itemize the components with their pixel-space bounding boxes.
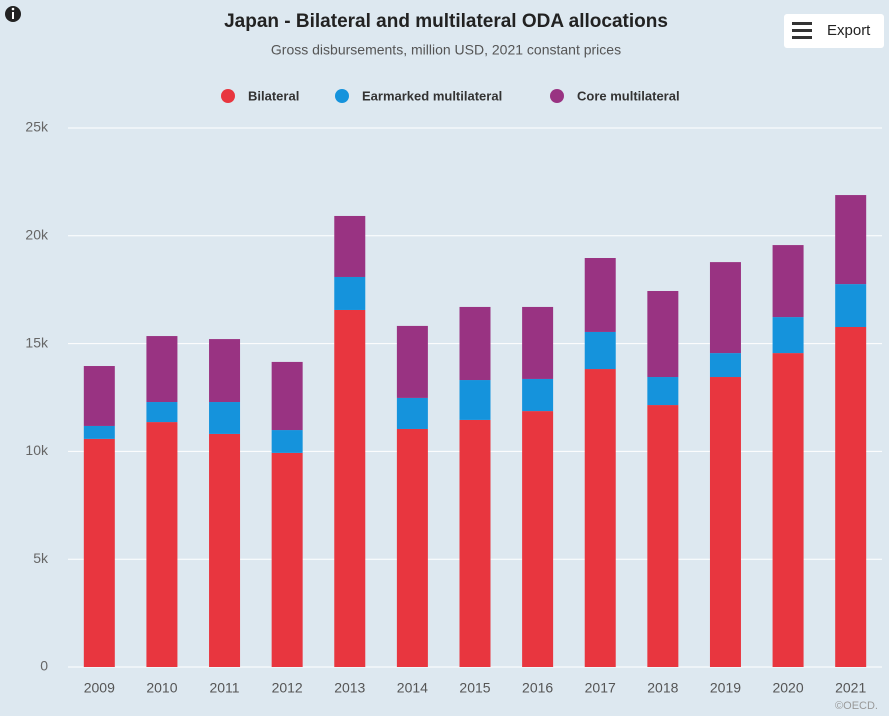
bar-segment	[584, 258, 616, 332]
x-tick-label: 2020	[772, 680, 803, 696]
bar-segment	[709, 262, 741, 354]
y-tick-label: 20k	[25, 227, 49, 243]
legend-swatch	[221, 89, 235, 103]
bar-segment	[271, 430, 303, 453]
bar-segment	[772, 353, 804, 667]
credits: ©OECD.	[835, 700, 878, 712]
bar-segment	[522, 378, 554, 412]
bar-segment	[396, 325, 428, 398]
legend-label: Core multilateral	[577, 88, 680, 103]
bar-segment	[146, 336, 178, 403]
export-label[interactable]: Export	[827, 22, 871, 39]
menu-icon	[792, 29, 812, 32]
bar-segment	[209, 402, 241, 434]
bar-segment	[396, 428, 428, 667]
bar-segment	[396, 397, 428, 429]
legend-swatch	[335, 89, 349, 103]
x-tick-label: 2014	[397, 680, 428, 696]
bar-segment	[709, 377, 741, 667]
bar-segment	[835, 284, 867, 327]
x-tick-label: 2021	[835, 680, 866, 696]
bar-segment	[584, 369, 616, 667]
bar-segment	[522, 306, 554, 379]
bar-segment	[647, 377, 679, 406]
x-tick-label: 2016	[522, 680, 553, 696]
info-icon-bar	[12, 12, 14, 19]
bar-segment	[835, 195, 867, 285]
legend-label: Bilateral	[248, 88, 299, 103]
y-tick-label: 15k	[25, 334, 49, 350]
legend-swatch	[550, 89, 564, 103]
y-tick-label: 10k	[25, 442, 49, 458]
y-tick-label: 25k	[25, 119, 49, 135]
bar-segment	[709, 353, 741, 378]
bar-segment	[459, 419, 491, 667]
bar-segment	[334, 309, 366, 667]
bar-segment	[334, 276, 366, 310]
x-tick-label: 2015	[459, 680, 490, 696]
bar-segment	[209, 339, 241, 403]
export-button[interactable]: Export	[784, 14, 884, 48]
menu-icon	[792, 22, 812, 25]
bar-segment	[772, 245, 804, 318]
bar-segment	[459, 306, 491, 381]
bar-segment	[83, 366, 115, 426]
bar-segment	[772, 317, 804, 354]
chart-subtitle: Gross disbursements, million USD, 2021 c…	[271, 42, 621, 58]
x-tick-label: 2013	[334, 680, 365, 696]
x-tick-label: 2012	[272, 680, 303, 696]
bar-segment	[835, 326, 867, 667]
menu-icon	[792, 36, 812, 39]
chart-title: Japan - Bilateral and multilateral ODA a…	[224, 11, 668, 32]
bar-segment	[647, 290, 679, 378]
x-tick-label: 2018	[647, 680, 678, 696]
bar-segment	[271, 452, 303, 667]
bar-segment	[209, 433, 241, 667]
x-tick-label: 2010	[146, 680, 177, 696]
bar-segment	[522, 411, 554, 667]
bar-segment	[146, 422, 178, 667]
x-tick-label: 2017	[585, 680, 616, 696]
bar-segment	[459, 380, 491, 420]
bar-segment	[146, 402, 178, 423]
bar-segment	[83, 425, 115, 439]
bar-segment	[334, 215, 366, 277]
x-tick-label: 2009	[84, 680, 115, 696]
legend-label: Earmarked multilateral	[362, 88, 502, 103]
y-tick-label: 5k	[33, 550, 49, 566]
bar-segment	[647, 405, 679, 667]
y-tick-label: 0	[40, 658, 48, 674]
info-icon-dot	[11, 7, 15, 11]
bar-segment	[271, 361, 303, 431]
x-tick-label: 2019	[710, 680, 741, 696]
x-tick-label: 2011	[209, 680, 239, 696]
bar-segment	[584, 331, 616, 370]
bar-segment	[83, 438, 115, 667]
